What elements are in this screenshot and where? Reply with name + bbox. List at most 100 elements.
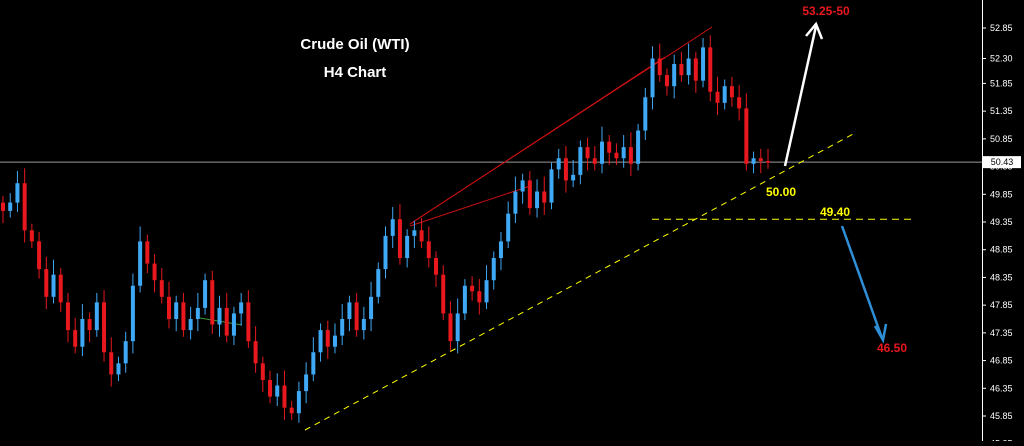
candle-body xyxy=(441,274,446,314)
candle-body xyxy=(563,158,568,181)
candle-body xyxy=(94,302,99,331)
candle-body xyxy=(470,285,475,292)
candle-body xyxy=(318,330,323,353)
candle-body xyxy=(506,213,511,242)
candle-body xyxy=(87,319,92,331)
candle-body xyxy=(715,91,720,103)
candle-body xyxy=(484,280,489,303)
y-tick-label: 49.85 xyxy=(990,189,1013,199)
candle-body xyxy=(29,230,34,242)
y-tick-label: 51.85 xyxy=(990,78,1013,88)
candle-body xyxy=(729,86,734,98)
candle-body xyxy=(549,169,554,203)
price-axis: 52.8552.3051.8551.3550.8550.3549.8549.35… xyxy=(982,23,1021,446)
candle-body xyxy=(102,302,107,353)
candle-body xyxy=(8,202,13,211)
chart-title: Crude Oil (WTI) xyxy=(300,36,409,53)
candle-body xyxy=(477,291,482,303)
candle-body xyxy=(116,363,121,375)
target-down-label: 46.50 xyxy=(877,341,907,355)
candle-body xyxy=(347,302,352,319)
candle-body xyxy=(556,158,561,170)
y-tick-label: 50.85 xyxy=(990,134,1013,144)
y-tick-label: 47.85 xyxy=(990,300,1013,310)
candle-body xyxy=(412,230,417,236)
candle-body xyxy=(419,230,424,242)
candle-body xyxy=(643,97,648,131)
candle-body xyxy=(289,407,294,414)
candle-body xyxy=(130,285,135,342)
candle-body xyxy=(282,385,287,408)
candle-body xyxy=(636,130,641,164)
candle-body xyxy=(109,352,114,375)
candle-body xyxy=(159,280,164,297)
candle-body xyxy=(376,269,381,297)
candle-body xyxy=(672,64,677,87)
candle-body xyxy=(152,263,157,281)
candle-body xyxy=(758,158,763,162)
chart-subtitle: H4 Chart xyxy=(324,64,387,81)
candle-body xyxy=(22,183,27,231)
up-arrow-head xyxy=(805,21,824,40)
candle-body xyxy=(369,296,374,319)
candle-body xyxy=(744,108,749,164)
candles-layer xyxy=(1,35,770,423)
candle-body xyxy=(1,202,5,211)
candle-body xyxy=(231,313,236,336)
support-level-label: 50.00 xyxy=(766,185,796,199)
candle-body xyxy=(751,158,756,164)
candle-body xyxy=(527,180,532,209)
candle-body xyxy=(268,379,273,397)
candle-body xyxy=(260,363,265,380)
candle-body xyxy=(628,147,633,164)
candle-body xyxy=(390,219,395,236)
ascending-trendline xyxy=(304,132,856,431)
candle-body xyxy=(58,274,63,303)
candle-body xyxy=(405,235,410,259)
candle-body xyxy=(65,302,70,331)
candle-body xyxy=(600,141,605,164)
candle-body xyxy=(462,285,467,314)
candle-body xyxy=(679,64,684,76)
down-arrow-head xyxy=(873,323,888,344)
candle-body xyxy=(535,191,540,209)
candle-body xyxy=(592,158,597,164)
candle-body xyxy=(426,241,431,259)
y-tick-label: 52.30 xyxy=(990,53,1013,63)
candle-body xyxy=(296,391,301,414)
candle-body xyxy=(664,75,669,87)
candle-body xyxy=(44,269,49,297)
candle-body xyxy=(51,274,56,297)
candle-body xyxy=(217,307,222,325)
candle-body xyxy=(571,174,576,181)
candle-body xyxy=(304,374,309,392)
channel-line-mid xyxy=(409,56,666,225)
trendline-layer xyxy=(199,26,915,431)
y-tick-label: 52.85 xyxy=(990,23,1013,33)
y-tick-label: 46.35 xyxy=(990,383,1013,393)
candle-body xyxy=(542,191,547,203)
candle-body xyxy=(253,341,258,364)
candle-body xyxy=(650,58,655,98)
current-price-label: 50.43 xyxy=(991,157,1014,167)
candle-body xyxy=(693,58,698,81)
candle-body xyxy=(123,341,128,364)
candle-body xyxy=(708,47,713,92)
arrows-layer xyxy=(783,21,888,344)
candle-body xyxy=(332,335,337,347)
candle-body xyxy=(448,313,453,342)
candle-body xyxy=(686,58,691,76)
candle-body xyxy=(354,302,359,331)
candle-body xyxy=(145,241,150,264)
candle-body xyxy=(37,241,42,270)
y-tick-label: 48.85 xyxy=(990,245,1013,255)
candle-body xyxy=(275,385,280,397)
candle-body xyxy=(614,152,619,159)
candle-body xyxy=(203,280,208,308)
candle-body xyxy=(578,147,583,175)
candle-body xyxy=(491,258,496,281)
y-tick-label: 47.35 xyxy=(990,328,1013,338)
candle-body xyxy=(195,307,200,319)
candle-body xyxy=(607,141,612,153)
